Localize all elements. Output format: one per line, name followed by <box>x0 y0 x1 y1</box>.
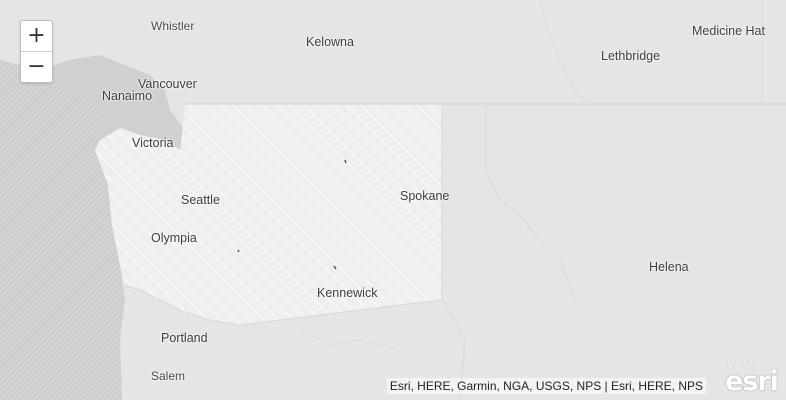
label-kelowna: Kelowna <box>306 35 354 49</box>
label-portland: Portland <box>161 331 208 345</box>
zoom-control: + − <box>20 20 53 83</box>
label-whistler: Whistler <box>151 19 195 33</box>
label-helena: Helena <box>649 260 689 274</box>
zoom-in-button[interactable]: + <box>21 21 52 51</box>
strait-of-georgia <box>40 55 185 150</box>
plus-icon: + <box>27 23 46 48</box>
pacific-ocean <box>0 60 125 400</box>
zoom-out-button[interactable]: − <box>21 51 52 82</box>
esri-logo[interactable]: POWERED BY esri <box>714 360 779 397</box>
label-spokane: Spokane <box>400 189 450 203</box>
label-olympia: Olympia <box>151 231 197 245</box>
map-attribution[interactable]: Esri, HERE, Garmin, NGA, USGS, NPS | Esr… <box>386 378 706 394</box>
minus-icon: − <box>27 54 46 79</box>
label-seattle: Seattle <box>181 193 220 207</box>
label-lethbridge: Lethbridge <box>601 49 661 63</box>
label-nanaimo: Nanaimo <box>102 89 153 103</box>
washington-state <box>95 104 442 325</box>
powered-by-text: POWERED BY <box>727 360 774 366</box>
esri-wordmark: esri <box>725 366 779 397</box>
label-medicine-hat: Medicine Hat <box>692 24 765 38</box>
label-kennewick: Kennewick <box>317 286 378 300</box>
label-vancouver: Vancouver <box>138 77 197 91</box>
label-victoria: Victoria <box>132 136 174 150</box>
label-salem: Salem <box>151 369 186 383</box>
